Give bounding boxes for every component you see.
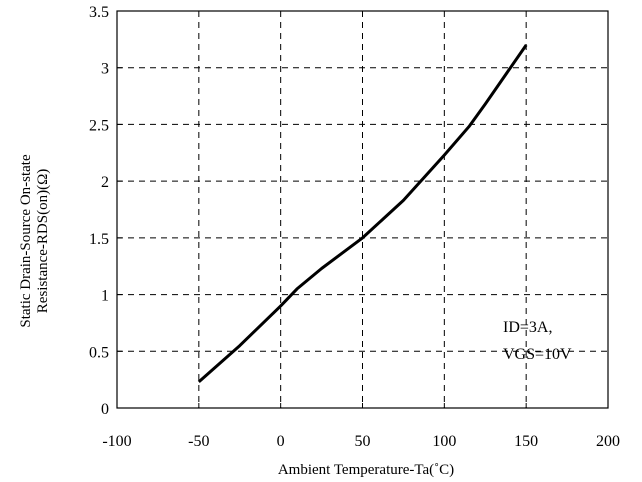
x-axis-label: Ambient Temperature-Ta(˚C) [278, 462, 454, 478]
y-axis-label-line2: Resistance-RDS(on)(Ω) [35, 169, 51, 313]
y-tick-label: 0.5 [89, 344, 109, 361]
y-tick-labels: 0 0.5 1 1.5 2 2.5 3 3.5 [89, 4, 109, 418]
grid-lines [117, 11, 608, 408]
y-tick-label: 1 [101, 288, 109, 305]
y-tick-label: 3 [101, 61, 109, 78]
y-tick-label: 2 [101, 174, 109, 191]
x-tick-labels: -100 -50 0 50 100 150 200 [102, 433, 620, 450]
annotation-vgs: VGS=10V [503, 346, 572, 363]
x-tick-label: 50 [355, 433, 371, 450]
series-line-0 [197, 44, 528, 384]
series-layer [197, 44, 528, 384]
x-tick-label: -50 [188, 433, 209, 450]
y-axis-label: Static Drain-Source On-state Resistance-… [18, 154, 51, 328]
y-axis-label-line1: Static Drain-Source On-state [18, 154, 34, 328]
y-tick-label: 1.5 [89, 231, 109, 248]
y-tick-label: 3.5 [89, 4, 109, 21]
x-tick-label: 150 [514, 433, 538, 450]
annotation-id: ID=3A, [503, 319, 552, 336]
x-tick-label: 200 [596, 433, 620, 450]
axes [116, 10, 609, 409]
x-tick-label: 100 [432, 433, 456, 450]
x-tick-label: 0 [277, 433, 285, 450]
x-tick-label: -100 [102, 433, 131, 450]
y-tick-label: 0 [101, 401, 109, 418]
y-tick-label: 2.5 [89, 117, 109, 134]
